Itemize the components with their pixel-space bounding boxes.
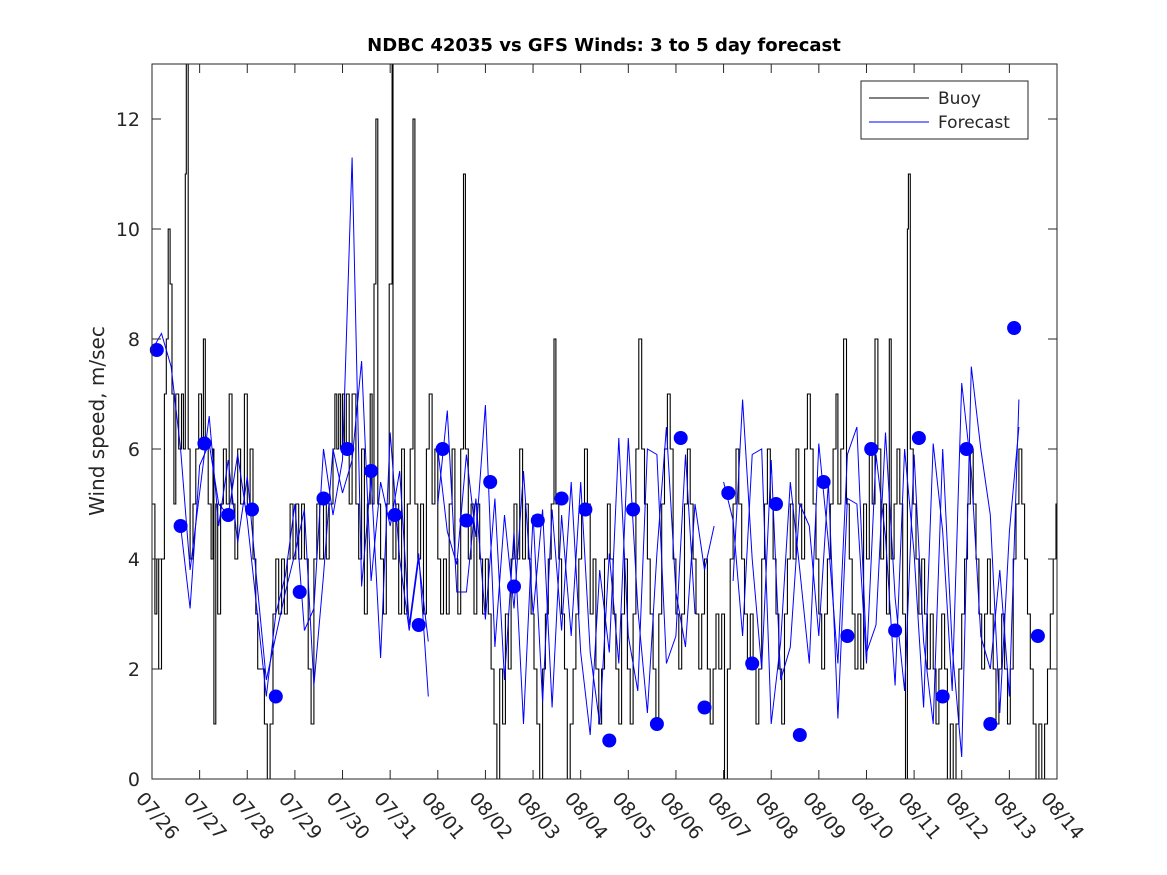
forecast-marker-12 [411, 618, 426, 632]
forecast-marker-22 [649, 717, 664, 731]
forecast-marker-37 [1007, 321, 1022, 335]
y-tick-label: 8 [128, 329, 140, 351]
forecast-marker-11 [387, 508, 402, 522]
forecast-run-line-2 [180, 157, 429, 697]
forecast-run-line-5 [723, 366, 1020, 758]
legend-label-buoy: Buoy [938, 89, 981, 109]
forecast-marker-32 [888, 623, 903, 638]
forecast-marker-27 [769, 497, 783, 511]
y-axis-label: Wind speed, m/sec [85, 326, 109, 516]
forecast-run-line-4 [437, 410, 696, 736]
forecast-marker-24 [697, 700, 712, 715]
forecast-marker-1 [149, 343, 164, 357]
forecast-run-line-6 [732, 382, 1020, 719]
y-tick-label: 2 [128, 659, 140, 681]
forecast-marker-38 [1030, 629, 1045, 643]
legend: Buoy Forecast [860, 80, 1029, 140]
forecast-marker-33 [911, 431, 926, 445]
forecast-marker-8 [316, 491, 331, 506]
y-tick-label: 0 [128, 769, 140, 791]
forecast-marker-35 [959, 442, 974, 456]
legend-label-forecast: Forecast [938, 113, 1010, 133]
forecast-marker-36 [983, 717, 998, 731]
forecast-marker-26 [745, 656, 760, 671]
forecast-marker-21 [626, 502, 641, 517]
forecast-marker-9 [340, 442, 355, 456]
series-layer [151, 63, 1057, 780]
forecast-marker-4 [221, 508, 236, 522]
forecast-marker-18 [554, 491, 569, 506]
chart-title: NDBC 42035 vs GFS Winds: 3 to 5 day fore… [367, 35, 841, 56]
forecast-marker-13 [435, 442, 450, 456]
forecast-marker-17 [530, 513, 545, 528]
y-tick-label: 12 [116, 109, 140, 131]
y-tick-label: 4 [128, 549, 140, 571]
forecast-marker-28 [792, 728, 807, 742]
forecast-marker-25 [721, 486, 736, 500]
forecast-marker-10 [364, 464, 379, 478]
forecast-marker-16 [507, 579, 521, 594]
forecast-marker-19 [578, 502, 593, 517]
forecast-marker-14 [459, 513, 474, 528]
forecast-marker-15 [483, 475, 498, 489]
forecast-marker-5 [245, 502, 259, 517]
forecast-marker-7 [292, 585, 307, 599]
forecast-marker-29 [816, 475, 831, 489]
plot-frame [151, 63, 1058, 780]
forecast-marker-20 [602, 733, 617, 748]
y-tick-label: 6 [128, 439, 140, 461]
y-tick-label: 10 [116, 219, 140, 241]
forecast-marker-30 [840, 629, 855, 643]
forecast-marker-3 [197, 436, 212, 451]
marker-layer [149, 321, 1045, 748]
forecast-run-line-1 [151, 332, 429, 697]
forecast-marker-31 [864, 442, 879, 456]
forecast-marker-34 [935, 689, 950, 704]
legend-box [860, 80, 1029, 140]
forecast-marker-2 [173, 519, 188, 533]
forecast-marker-23 [673, 431, 688, 445]
forecast-marker-6 [268, 689, 283, 704]
